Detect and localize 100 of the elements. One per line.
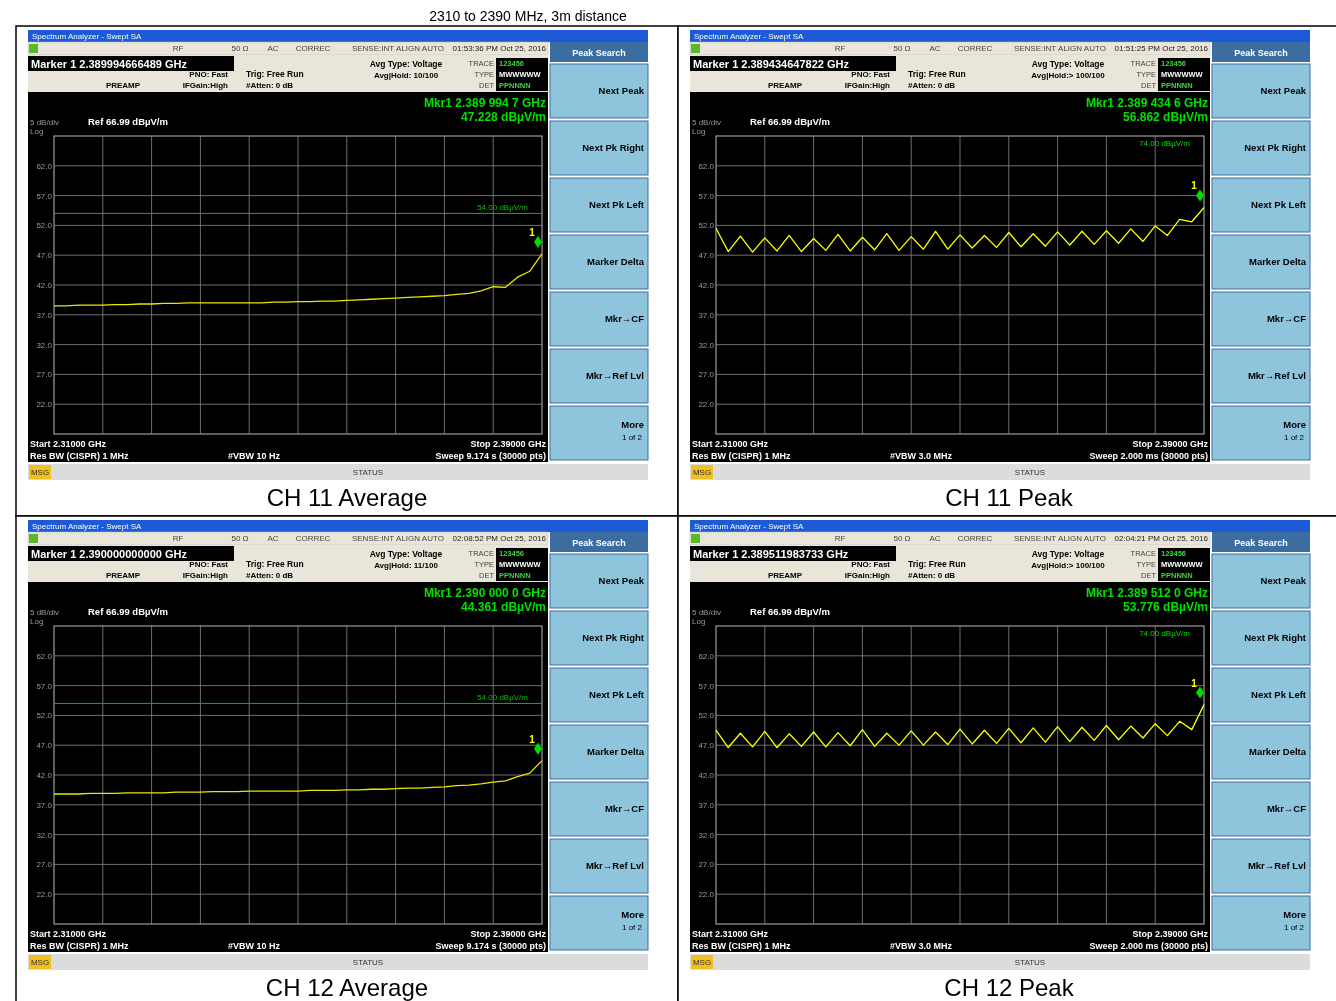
- text: More: [621, 909, 644, 920]
- y-tick-label: 27.0: [698, 860, 715, 870]
- text: PNO: Fast: [851, 560, 891, 569]
- text: Trig: Free Run: [246, 559, 304, 569]
- text: ALIGN AUTO: [1058, 44, 1106, 53]
- text: Res BW (CISPR) 1 MHz: [30, 941, 130, 951]
- text: ALIGN AUTO: [396, 534, 444, 543]
- text: Peak Search: [572, 538, 626, 548]
- y-tick-label: 57.0: [698, 191, 715, 201]
- text: Avg Type: Voltage: [369, 59, 443, 69]
- text: CORREC: [957, 534, 993, 543]
- text: Peak Search: [572, 48, 626, 58]
- text: #Atten: 0 dB: [246, 81, 294, 90]
- text: Mkr→CF: [1266, 803, 1307, 814]
- text: Spectrum Analyzer - Swept SA: [694, 522, 805, 531]
- y-tick-label: 27.0: [698, 370, 715, 380]
- y-tick-label: 57.0: [36, 681, 53, 691]
- text: ALIGN AUTO: [1058, 534, 1106, 543]
- text: Spectrum Analyzer - Swept SA: [32, 522, 143, 531]
- text: Next Pk Right: [1244, 632, 1307, 643]
- text: Marker 1 2.389511983733 GHz: [693, 548, 849, 560]
- text: Avg Type: Voltage: [1031, 549, 1105, 559]
- text: Marker 1 2.390000000000 GHz: [31, 548, 188, 560]
- text: Trig: Free Run: [908, 559, 966, 569]
- text: CH 11 Average: [266, 484, 428, 511]
- text: SENSE:INT: [351, 44, 395, 53]
- text: STATUS: [352, 468, 384, 477]
- y-tick-label: 37.0: [36, 310, 53, 320]
- text: Sweep 2.000 ms (30000 pts): [1089, 941, 1208, 951]
- text: Next Pk Left: [1251, 689, 1307, 700]
- y-tick-label: 42.0: [698, 771, 715, 780]
- y-tick-label: 42.0: [36, 281, 53, 290]
- text: CH 11 Peak: [945, 484, 1074, 511]
- text: IFGain:High: [844, 81, 891, 90]
- text: Sweep 9.174 s (30000 pts): [435, 451, 546, 461]
- chart-subtitle: 2310 to 2390 MHz, 3m distance: [429, 8, 628, 24]
- text: IFGain:High: [182, 81, 229, 90]
- text: CORREC: [295, 534, 331, 543]
- text: AC: [929, 534, 941, 543]
- text: Mkr→CF: [604, 313, 645, 324]
- y-tick-label: 42.0: [698, 281, 715, 290]
- text: #Atten: 0 dB: [908, 571, 956, 580]
- annotation: 74.00 dBµV/m: [1139, 139, 1191, 148]
- text: 02:04:21 PM Oct 25, 2016: [1114, 534, 1209, 543]
- text: Ref 66.99 dBµV/m: [750, 116, 830, 127]
- text: Marker 1 2.389994666489 GHz: [31, 58, 188, 70]
- text: PREAMP: [105, 571, 141, 580]
- text: Log: [692, 127, 706, 136]
- text: ALIGN AUTO: [396, 44, 444, 53]
- y-tick-label: 47.0: [698, 741, 715, 751]
- text: Ref 66.99 dBµV/m: [88, 116, 168, 127]
- text: MSG: [30, 468, 50, 477]
- ref-line-label: 54.00 dBµV/m: [477, 203, 529, 213]
- y-tick-label: 52.0: [698, 711, 715, 721]
- text: 5 dB/div: [692, 608, 721, 617]
- text: Next Peak: [1260, 85, 1307, 96]
- y-tick-label: 37.0: [698, 800, 715, 810]
- annotation: 1: [529, 226, 536, 238]
- y-tick-label: 22.0: [698, 890, 715, 900]
- text: Next Pk Right: [582, 142, 645, 153]
- text: Marker Delta: [1248, 256, 1307, 267]
- text: Stop 2.39000 GHz: [470, 929, 547, 939]
- text: More: [621, 419, 644, 430]
- line-series: [53, 759, 543, 795]
- text: Next Peak: [598, 575, 645, 586]
- text: 50 Ω: [893, 534, 911, 543]
- text: Peak Search: [1234, 538, 1288, 548]
- text: Next Peak: [598, 85, 645, 96]
- text: PNO: Fast: [189, 560, 229, 569]
- y-tick-label: 32.0: [698, 830, 715, 840]
- text: STATUS: [352, 958, 384, 967]
- text: Log: [30, 127, 44, 136]
- text: CH 12 Peak: [944, 974, 1075, 1001]
- y-tick-label: 22.0: [698, 400, 715, 410]
- text: 50 Ω: [893, 44, 911, 53]
- text: 44.361 dBµV/m: [461, 600, 546, 614]
- text: Stop 2.39000 GHz: [1132, 929, 1209, 939]
- line-series: [715, 206, 1205, 253]
- text: Avg|Hold:> 100/100: [1031, 71, 1106, 80]
- text: Mkr1 2.389 434 6 GHz: [1085, 96, 1208, 110]
- text: AC: [929, 44, 941, 53]
- text: STATUS: [1014, 468, 1046, 477]
- text: MSG: [30, 958, 50, 967]
- text: #VBW 10 Hz: [228, 451, 281, 461]
- text: Next Pk Left: [589, 689, 645, 700]
- text: AC: [267, 44, 279, 53]
- text: Next Pk Right: [1244, 142, 1307, 153]
- text: 02:08:52 PM Oct 25, 2016: [452, 534, 547, 543]
- text: Trig: Free Run: [908, 69, 966, 79]
- y-tick-label: 42.0: [36, 771, 53, 780]
- text: Marker 1 2.389434647822 GHz: [693, 58, 850, 70]
- text: Mkr1 2.390 000 0 GHz: [423, 586, 546, 600]
- text: Avg Type: Voltage: [1031, 59, 1105, 69]
- text: Avg Type: Voltage: [369, 549, 443, 559]
- text: 1 of 2: [1283, 433, 1305, 442]
- text: Avg|Hold:> 100/100: [1031, 561, 1106, 570]
- y-tick-label: 62.0: [698, 651, 715, 661]
- text: Mkr→Ref Lvl: [1247, 370, 1306, 381]
- text: Spectrum Analyzer - Swept SA: [694, 32, 805, 41]
- text: Start 2.31000 GHz: [692, 929, 769, 939]
